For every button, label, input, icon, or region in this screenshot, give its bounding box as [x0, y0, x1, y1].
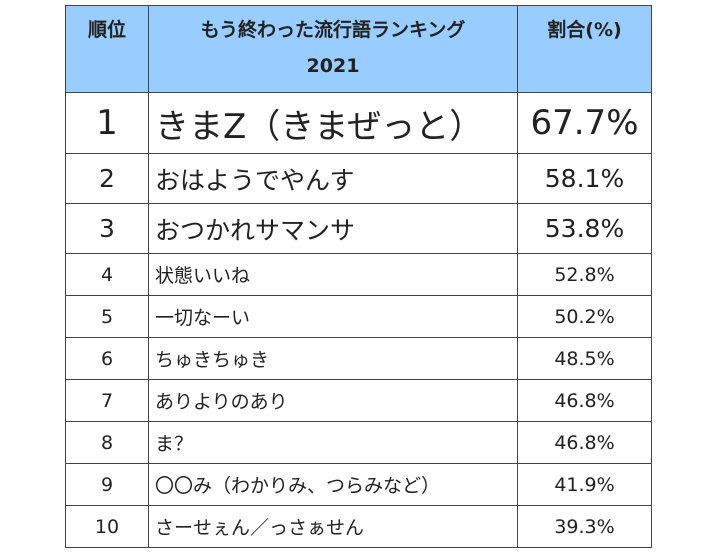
- percent-cell: 41.9%: [517, 463, 652, 506]
- rank-cell: 2: [65, 153, 149, 204]
- percent-cell: 48.5%: [517, 337, 652, 380]
- rank-cell: 1: [65, 92, 149, 154]
- rank-cell: 3: [65, 203, 149, 254]
- word-cell: おはようでやんす: [148, 153, 518, 204]
- percent-cell: 53.8%: [517, 203, 652, 254]
- percent-cell: 46.8%: [517, 379, 652, 422]
- word-cell: ま？: [148, 421, 518, 464]
- word-cell: 一切なーい: [148, 295, 518, 338]
- rank-cell: 4: [65, 253, 149, 296]
- percent-cell: 67.7%: [517, 92, 652, 154]
- percent-cell: 52.8%: [517, 253, 652, 296]
- percent-cell: 39.3%: [517, 505, 652, 548]
- header-title-line1: もう終わった流行語ランキング: [200, 19, 466, 41]
- table-row: 1 きまZ（きまぜっと） 67.7%: [65, 92, 652, 154]
- header-rank: 順位: [65, 5, 149, 93]
- header-row: 順位 もう終わった流行語ランキング 2021 割合(%): [65, 5, 652, 93]
- table-row: 3 おつかれサマンサ 53.8%: [65, 203, 652, 254]
- rank-cell: 9: [65, 463, 149, 506]
- rank-cell: 6: [65, 337, 149, 380]
- percent-cell: 50.2%: [517, 295, 652, 338]
- table-row: 9 〇〇み（わかりみ、つらみなど） 41.9%: [65, 463, 652, 506]
- word-cell: 〇〇み（わかりみ、つらみなど）: [148, 463, 518, 506]
- header-title: もう終わった流行語ランキング 2021: [148, 5, 518, 93]
- rank-cell: 5: [65, 295, 149, 338]
- table-row: 8 ま？ 46.8%: [65, 421, 652, 464]
- word-cell: おつかれサマンサ: [148, 203, 518, 254]
- percent-cell: 46.8%: [517, 421, 652, 464]
- table-row: 2 おはようでやんす 58.1%: [65, 153, 652, 204]
- word-cell: さーせぇん／っさぁせん: [148, 505, 518, 548]
- table-row: 10 さーせぇん／っさぁせん 39.3%: [65, 505, 652, 548]
- rank-cell: 8: [65, 421, 149, 464]
- ranking-table: 順位 もう終わった流行語ランキング 2021 割合(%) 1 きまZ（きまぜっと）…: [65, 5, 652, 548]
- word-cell: 状態いいね: [148, 253, 518, 296]
- table-row: 7 ありよりのあり 46.8%: [65, 379, 652, 422]
- header-percent: 割合(%): [517, 5, 652, 93]
- word-cell: ちゅきちゅき: [148, 337, 518, 380]
- rank-cell: 10: [65, 505, 149, 548]
- rank-cell: 7: [65, 379, 149, 422]
- table-row: 4 状態いいね 52.8%: [65, 253, 652, 296]
- word-cell: きまZ（きまぜっと）: [148, 92, 518, 154]
- percent-cell: 58.1%: [517, 153, 652, 204]
- table-row: 5 一切なーい 50.2%: [65, 295, 652, 338]
- word-cell: ありよりのあり: [148, 379, 518, 422]
- table-row: 6 ちゅきちゅき 48.5%: [65, 337, 652, 380]
- header-title-line2: 2021: [306, 55, 360, 77]
